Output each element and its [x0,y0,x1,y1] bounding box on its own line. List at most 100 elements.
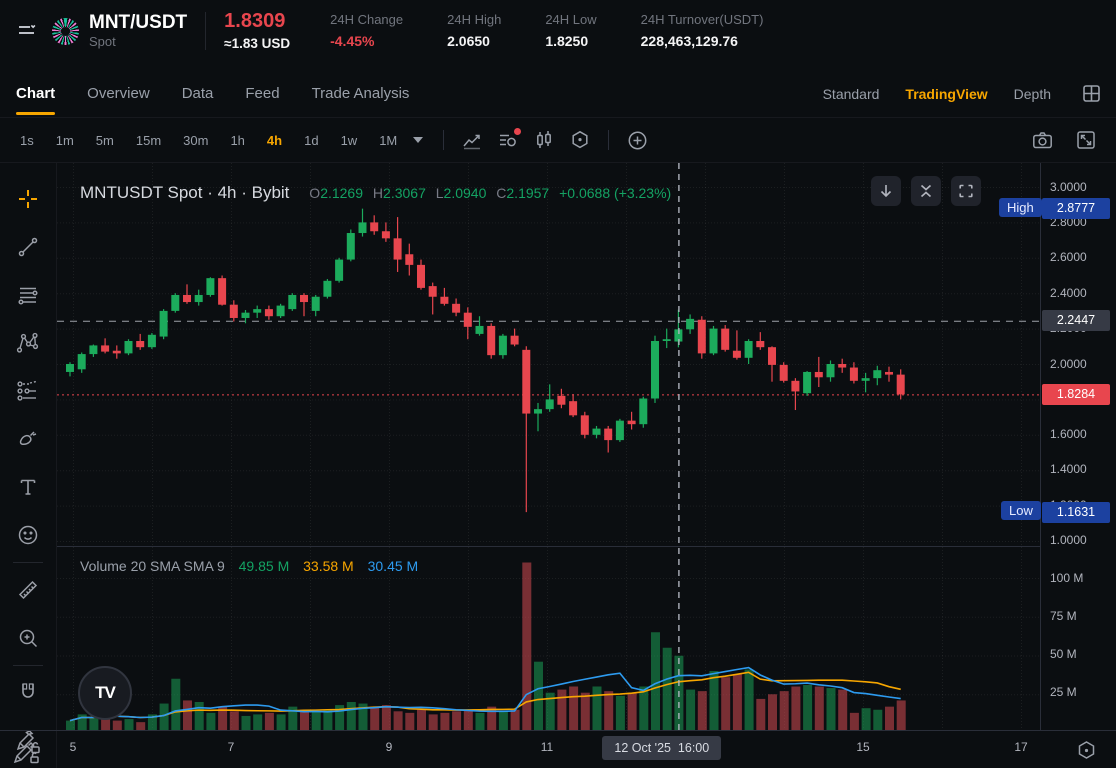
price-chart-canvas[interactable] [57,163,1040,730]
low-marker-label: Low [1001,501,1041,521]
toolbar-divider [13,665,43,666]
fullscreen-icon[interactable] [1073,127,1099,153]
chart-toolbar: 1s 1m 5m 15m 30m 1h 4h 1d 1w 1M [0,118,1116,163]
stat-value: 228,463,129.76 [640,33,738,50]
tradingview-logo-text: TV [95,683,116,702]
symbol-header: MNT/USDT Spot 1.8309 ≈1.83 USD 24H Chang… [0,0,1116,62]
chart-region: MNTUSDT Spot · 4h · Bybit O2.1269 H2.306… [0,163,1116,768]
crosshair-tool-icon[interactable] [8,175,48,223]
measure-ruler-icon[interactable] [8,566,48,614]
trend-line-tool-icon[interactable] [8,223,48,271]
time-tick-label: 11 [540,740,554,754]
axis-tick-label: 3.0000 [1050,180,1087,194]
chart-mode-standard[interactable]: Standard [822,85,880,102]
tab-trade-analysis[interactable]: Trade Analysis [311,85,410,102]
high-price-badge: 2.8777 [1042,198,1110,220]
interval-1h[interactable]: 1h [230,132,245,148]
tab-feed[interactable]: Feed [245,85,280,102]
stat-label: 24H Change [330,11,404,27]
projection-tool-icon[interactable] [8,367,48,415]
toolbar-divider [443,130,445,150]
stat-label: 24H Low [545,11,597,27]
ticker-stat: 24H High 2.0650 [447,12,501,50]
interval-dropdown-icon[interactable] [413,137,424,143]
sma9-value: 30.45 M [367,558,419,574]
time-tick-label: 17 [1014,740,1028,754]
tab-overview[interactable]: Overview [87,85,150,102]
time-tick-label: 15 [856,740,870,754]
time-axis[interactable]: 5 7 9 11 15 17 12 Oct '25 16:00 [0,730,1116,768]
ohlc-legend[interactable]: MNTUSDT Spot · 4h · Bybit O2.1269 H2.306… [80,183,671,203]
usd-price: ≈1.83 USD [224,36,291,52]
axis-tick-label: 100 M [1050,571,1084,585]
interval-1d[interactable]: 1d [304,132,319,148]
alert-price-badge[interactable]: 2.2447 [1042,310,1110,332]
high-key: H [372,185,384,201]
scroll-to-latest-button[interactable] [871,176,901,206]
interval-1m[interactable]: 1m [55,132,74,148]
compare-add-icon[interactable] [624,127,650,153]
stat-label: 24H Turnover(USDT) [640,11,764,27]
last-price-badge: 1.8284 [1042,383,1110,405]
ticker-stat: 24H Turnover(USDT) 228,463,129.76 [641,12,764,50]
xabcd-pattern-tool-icon[interactable] [8,319,48,367]
header-divider [205,12,207,50]
volume-value: 49.85 M [238,558,290,574]
chart-symbol-label: MNTUSDT Spot · 4h · Bybit [80,183,290,202]
toolbar-divider [13,562,43,563]
timezone-settings-icon[interactable] [1075,739,1098,762]
screenshot-camera-icon[interactable] [1029,127,1055,153]
high-marker-label: High [999,197,1042,217]
text-tool-icon[interactable] [8,463,48,511]
volume-label: Volume 20 SMA SMA 9 [80,558,225,574]
open-key: O [309,185,321,201]
pencil-lock-icon[interactable] [9,736,43,766]
markets-menu-icon[interactable] [14,18,40,44]
interval-30m[interactable]: 30m [183,132,209,148]
layout-grid-icon[interactable] [1081,83,1102,104]
interval-4h[interactable]: 4h [266,132,283,148]
chart-settings-gear-icon[interactable] [567,127,593,153]
view-tab-bar: Chart Overview Data Feed Trade Analysis Stan… [0,70,1116,118]
indicators-icon[interactable] [495,127,522,153]
fib-retracement-tool-icon[interactable] [8,271,48,319]
interval-5m[interactable]: 5m [95,132,114,148]
change-value: +0.0688 (+3.23%) [559,185,672,201]
brush-tool-icon[interactable] [8,415,48,463]
toolbar-divider [608,130,610,150]
candle-settings-icon[interactable] [531,127,557,153]
maximize-pane-button[interactable] [951,176,981,206]
chart-mode-tradingview[interactable]: TradingView [905,85,988,102]
tab-chart[interactable]: Chart [14,72,57,115]
sma20-value: 33.58 M [303,558,354,574]
chart-mode-depth[interactable]: Depth [1013,85,1051,102]
volume-legend[interactable]: Volume 20 SMA SMA 9 49.85 M 33.58 M 30.4… [80,558,418,574]
open-value: 2.1269 [320,185,364,201]
stat-value: 2.0650 [447,33,490,50]
high-value: 2.3067 [383,185,426,201]
interval-1s[interactable]: 1s [20,132,34,148]
close-value: 2.1957 [506,185,550,201]
emoji-tool-icon[interactable] [8,511,48,559]
stat-label: 24H High [447,11,502,27]
zoom-in-icon[interactable] [8,614,48,662]
price-axis[interactable]: 3.00002.80002.60002.40002.20002.00001.80… [1040,163,1116,730]
axis-tick-label: 1.6000 [1050,427,1087,441]
close-key: C [496,185,507,201]
ticker-stat: 24H Low 1.8250 [545,12,596,50]
interval-15m[interactable]: 15m [135,132,162,148]
interval-1M[interactable]: 1M [379,132,398,148]
tab-data[interactable]: Data [181,85,214,102]
axis-tick-label: 2.0000 [1050,357,1087,371]
ticker-stats: 24H Change -4.45% 24H High 2.0650 24H Low 1.8… [330,12,763,50]
last-price: 1.8309 [224,10,286,33]
crosshair-time-badge: 12 Oct '25 16:00 [602,736,722,760]
low-key: L [435,185,444,201]
collapse-pane-button[interactable] [911,176,941,206]
magnet-tool-icon[interactable] [8,669,48,717]
tradingview-logo[interactable]: TV [78,666,132,720]
interval-1w[interactable]: 1w [340,132,358,148]
chart-style-icon[interactable] [459,127,485,153]
time-tick-label: 5 [69,740,77,754]
pair-name[interactable]: MNT/USDT [89,11,188,33]
